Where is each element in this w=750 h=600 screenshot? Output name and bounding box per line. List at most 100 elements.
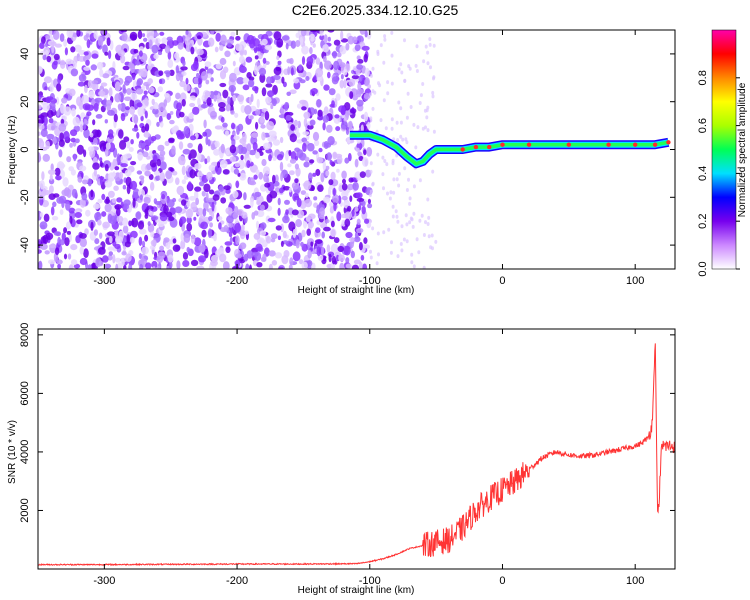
heatmap-cell	[422, 233, 426, 237]
heatmap-cell	[118, 129, 124, 139]
heatmap-cell	[270, 237, 276, 243]
heatmap-cell	[97, 219, 102, 226]
heatmap-cell	[267, 217, 276, 223]
heatmap-cell	[336, 168, 340, 173]
heatmap-cell	[179, 92, 187, 102]
heatmap-cell	[303, 161, 310, 168]
heatmap-cell	[296, 132, 301, 138]
heatmap-cell	[336, 211, 342, 222]
heatmap-cell	[67, 253, 72, 260]
heatmap-cell	[362, 157, 369, 167]
heatmap-cell	[405, 222, 409, 227]
heatmap-cell	[56, 83, 62, 92]
heatmap-cell	[356, 99, 364, 107]
heatmap-cell	[59, 59, 66, 69]
heatmap-cell	[235, 235, 240, 245]
heatmap-cell	[128, 147, 134, 152]
heatmap-cell	[307, 249, 312, 259]
heatmap-cell	[106, 37, 111, 46]
heatmap-cell	[358, 261, 363, 269]
heatmap-cell	[152, 266, 156, 269]
heatmap-cell	[105, 99, 113, 107]
heatmap-cell	[208, 207, 212, 216]
heatmap-cell	[345, 43, 350, 51]
heatmap-cell	[227, 42, 232, 48]
heatmap-cell	[79, 165, 87, 172]
heatmap-cell	[430, 233, 434, 238]
heatmap-cell	[426, 197, 430, 202]
heatmap-cell	[285, 114, 292, 121]
heatmap-cell	[215, 63, 222, 70]
heatmap-cell	[114, 81, 121, 92]
heatmap-cell	[273, 66, 282, 76]
heatmap-cell	[108, 251, 114, 256]
heatmap-cell	[282, 186, 291, 191]
heatmap-cell	[389, 250, 393, 255]
heatmap-cell	[347, 35, 355, 45]
heatmap-cell	[64, 237, 70, 247]
heatmap-cell	[169, 69, 175, 77]
heatmap-cell	[122, 225, 129, 234]
heatmap-cell	[137, 220, 145, 230]
heatmap-cell	[94, 97, 103, 103]
heatmap-cell	[272, 174, 276, 184]
heatmap-cell	[44, 250, 50, 255]
heatmap-cell	[130, 63, 136, 74]
heatmap-cell	[345, 263, 352, 269]
heatmap-cell	[321, 231, 326, 239]
heatmap-cell	[364, 67, 370, 77]
heatmap-cell	[275, 225, 282, 231]
heatmap-cell	[268, 263, 273, 269]
heatmap-cell	[157, 86, 164, 93]
heatmap-cell	[255, 220, 260, 230]
heatmap-cell	[427, 215, 431, 220]
heatmap-cell	[328, 179, 334, 186]
heatmap-cell	[303, 111, 311, 119]
heatmap-cell	[322, 122, 326, 131]
heatmap-cell	[364, 218, 370, 224]
bottom-x-axis-label: Height of straight line (km)	[298, 585, 415, 596]
heatmap-cell	[259, 116, 265, 124]
heatmap-cell	[74, 44, 82, 53]
heatmap-cell	[246, 143, 252, 152]
heatmap-cell	[234, 205, 239, 216]
heatmap-cell	[77, 176, 83, 183]
heatmap-cell	[258, 151, 264, 157]
heatmap-cell	[49, 102, 56, 110]
heatmap-cell	[38, 139, 45, 149]
heatmap-cell	[219, 253, 227, 263]
heatmap-cell	[268, 154, 272, 162]
heatmap-cell	[145, 262, 152, 269]
heatmap-cell	[351, 75, 360, 80]
heatmap-cell	[176, 260, 181, 269]
heatmap-cell	[421, 126, 425, 131]
y-tick-label: 4000	[19, 440, 31, 464]
heatmap-cell	[129, 106, 136, 115]
heatmap-cell	[317, 116, 324, 121]
heatmap-cell	[230, 31, 236, 37]
heatmap-cell	[93, 203, 101, 210]
heatmap-cell	[411, 224, 415, 229]
heatmap-cell	[63, 39, 67, 47]
heatmap-cell	[114, 93, 121, 103]
heatmap-cell	[185, 208, 193, 219]
heatmap-cell	[369, 116, 373, 121]
heatmap-cell	[307, 142, 315, 152]
heatmap-cell	[118, 104, 122, 111]
colorbar-ticks: 0.0 0.2 0.4 0.6 0.8	[697, 70, 740, 277]
heatmap-cell	[311, 185, 315, 191]
heatmap-cell	[121, 217, 129, 227]
heatmap-cell	[48, 185, 54, 194]
heatmap-cell	[394, 209, 398, 214]
heatmap-cell	[267, 136, 275, 142]
heatmap-cell	[386, 91, 390, 96]
heatmap-cell	[350, 250, 355, 259]
heatmap-cell	[332, 152, 337, 158]
heatmap-cell	[203, 183, 211, 193]
heatmap-cell	[292, 120, 299, 126]
heatmap-cell	[303, 180, 312, 191]
heatmap-cell	[369, 92, 372, 97]
heatmap-cell	[331, 76, 339, 85]
y-tick-label: 8000	[19, 323, 31, 347]
heatmap-cell	[391, 214, 395, 219]
